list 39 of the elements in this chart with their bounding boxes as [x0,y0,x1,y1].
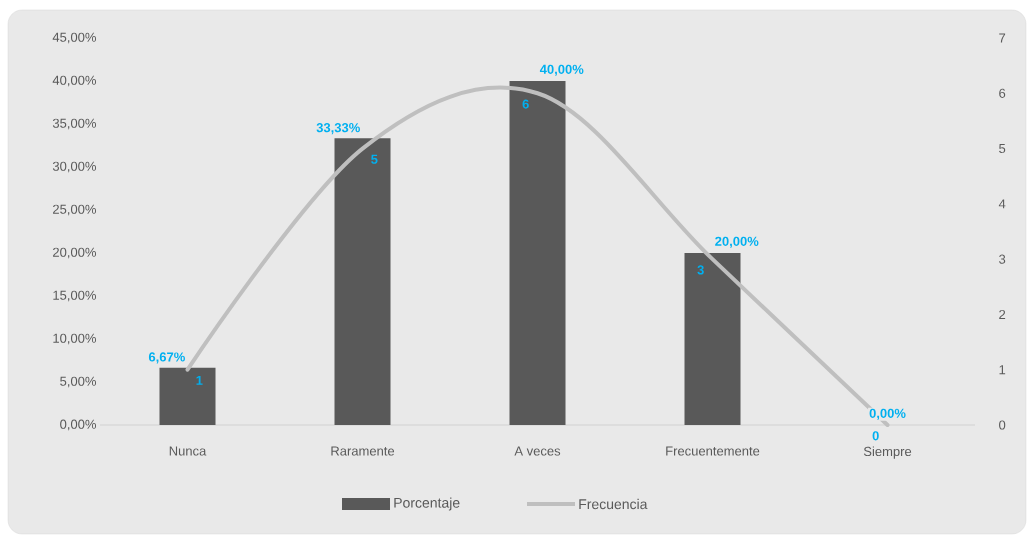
y-tick-label: 15,00% [53,290,97,302]
data-label: 33,33% [316,123,360,135]
y-tick-label: 30,00% [52,161,97,173]
y-tick-label: 20,00% [53,247,97,259]
y-tick-label: 35,00% [52,118,97,130]
bar [159,367,216,425]
bar [509,81,566,425]
y2-tick-label: 0 [999,420,1006,430]
bar [334,138,391,425]
y2-tick-label: 4 [998,199,1006,209]
x-tick-label: A veces [514,446,561,456]
data-label: 5 [371,154,378,164]
x-tick-label: Siempre [863,446,912,459]
data-label: 0 [872,431,879,441]
y2-tick-label: 5 [999,144,1006,154]
y2-tick-label: 1 [999,365,1006,375]
x-tick-label: Frecuentemente [666,446,760,456]
y-tick-label: 10,00% [53,333,97,345]
data-label: 0,00% [869,408,906,420]
data-label: 20,00% [715,236,759,248]
data-label: 6 [522,99,529,109]
data-label: 1 [196,375,203,385]
y2-tick-label: 6 [999,88,1006,98]
y-tick-label: 5,00% [60,376,97,388]
data-label: 6,67% [148,352,185,364]
y2-tick-label: 7 [999,33,1006,43]
y2-tick-label: 3 [999,254,1006,264]
y-tick-label: 0,00% [60,419,97,431]
legend-label: Frecuencia [579,498,648,510]
data-label: 3 [697,265,704,275]
y-tick-label: 45,00% [52,32,97,44]
y2-tick-label: 2 [999,309,1006,319]
bar [684,253,741,425]
y-tick-label: 40,00% [52,75,97,87]
x-tick-label: Raramente [331,446,395,456]
legend-label: Porcentaje [394,497,460,511]
x-tick-label: Nunca [169,446,207,456]
y-tick-label: 25,00% [53,204,97,216]
data-label: 40,00% [539,64,584,76]
